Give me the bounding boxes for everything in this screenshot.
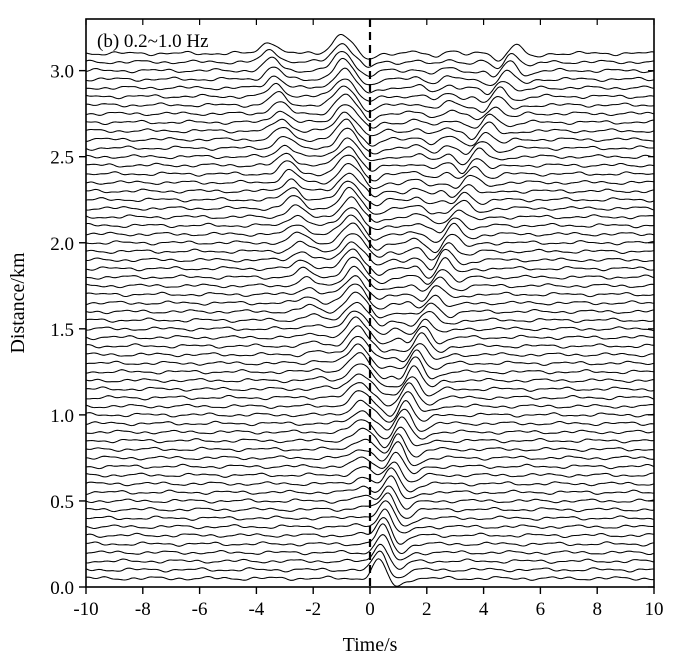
trace-line	[85, 461, 654, 483]
panel-label: (b) 0.2~1.0 Hz	[97, 31, 209, 52]
traces-group	[85, 33, 655, 587]
trace-line	[85, 301, 655, 327]
trace-line	[85, 256, 655, 285]
y-tick-label: 3.0	[50, 62, 74, 83]
trace-line	[86, 373, 655, 397]
trace-line	[85, 325, 655, 353]
x-tick-label: -8	[135, 599, 151, 620]
trace-line	[85, 485, 655, 510]
x-tick-label: 0	[365, 599, 375, 620]
x-axis-ticks: -10 -8 -6 -4 -2 0 2 4 6 8 10	[73, 19, 664, 620]
y-tick-label: 1.0	[50, 406, 74, 427]
y-axis-title: Distance/km	[7, 252, 29, 354]
x-tick-label: 4	[479, 599, 489, 620]
trace-line	[85, 162, 655, 190]
trace-line	[85, 233, 655, 261]
y-tick-label: 0.5	[50, 492, 74, 513]
x-tick-label: 6	[536, 599, 546, 620]
trace-line	[85, 399, 655, 423]
trace-line	[85, 426, 655, 449]
x-tick-label: 10	[645, 599, 664, 620]
trace-line	[85, 111, 655, 141]
x-tick-label: -4	[248, 599, 264, 620]
x-tick-label: -10	[73, 599, 98, 620]
trace-line	[85, 67, 655, 96]
trace-line	[85, 534, 655, 561]
trace-line	[86, 146, 655, 175]
y-tick-label: 1.5	[50, 320, 74, 341]
x-tick-label: 2	[422, 599, 432, 620]
trace-line	[85, 207, 655, 234]
trace-line	[85, 283, 655, 310]
trace-line	[85, 43, 655, 70]
trace-line	[85, 343, 655, 370]
trace-line	[85, 550, 654, 579]
y-tick-label: 2.5	[50, 148, 74, 169]
x-axis-title: Time/s	[343, 634, 398, 656]
x-tick-label: -2	[305, 599, 321, 620]
trace-line	[85, 214, 655, 243]
y-axis-ticks: 0.0 0.5 1.0 1.5 2.0 2.5 3.0	[50, 62, 654, 599]
trace-line	[85, 93, 655, 122]
y-tick-label: 2.0	[50, 234, 74, 255]
y-tick-label: 0.0	[50, 578, 74, 599]
x-tick-label: -6	[192, 599, 208, 620]
trace-line	[85, 186, 655, 215]
trace-line	[85, 508, 655, 534]
trace-line	[85, 118, 655, 147]
trace-line	[86, 137, 654, 166]
x-tick-label: 8	[592, 599, 602, 620]
